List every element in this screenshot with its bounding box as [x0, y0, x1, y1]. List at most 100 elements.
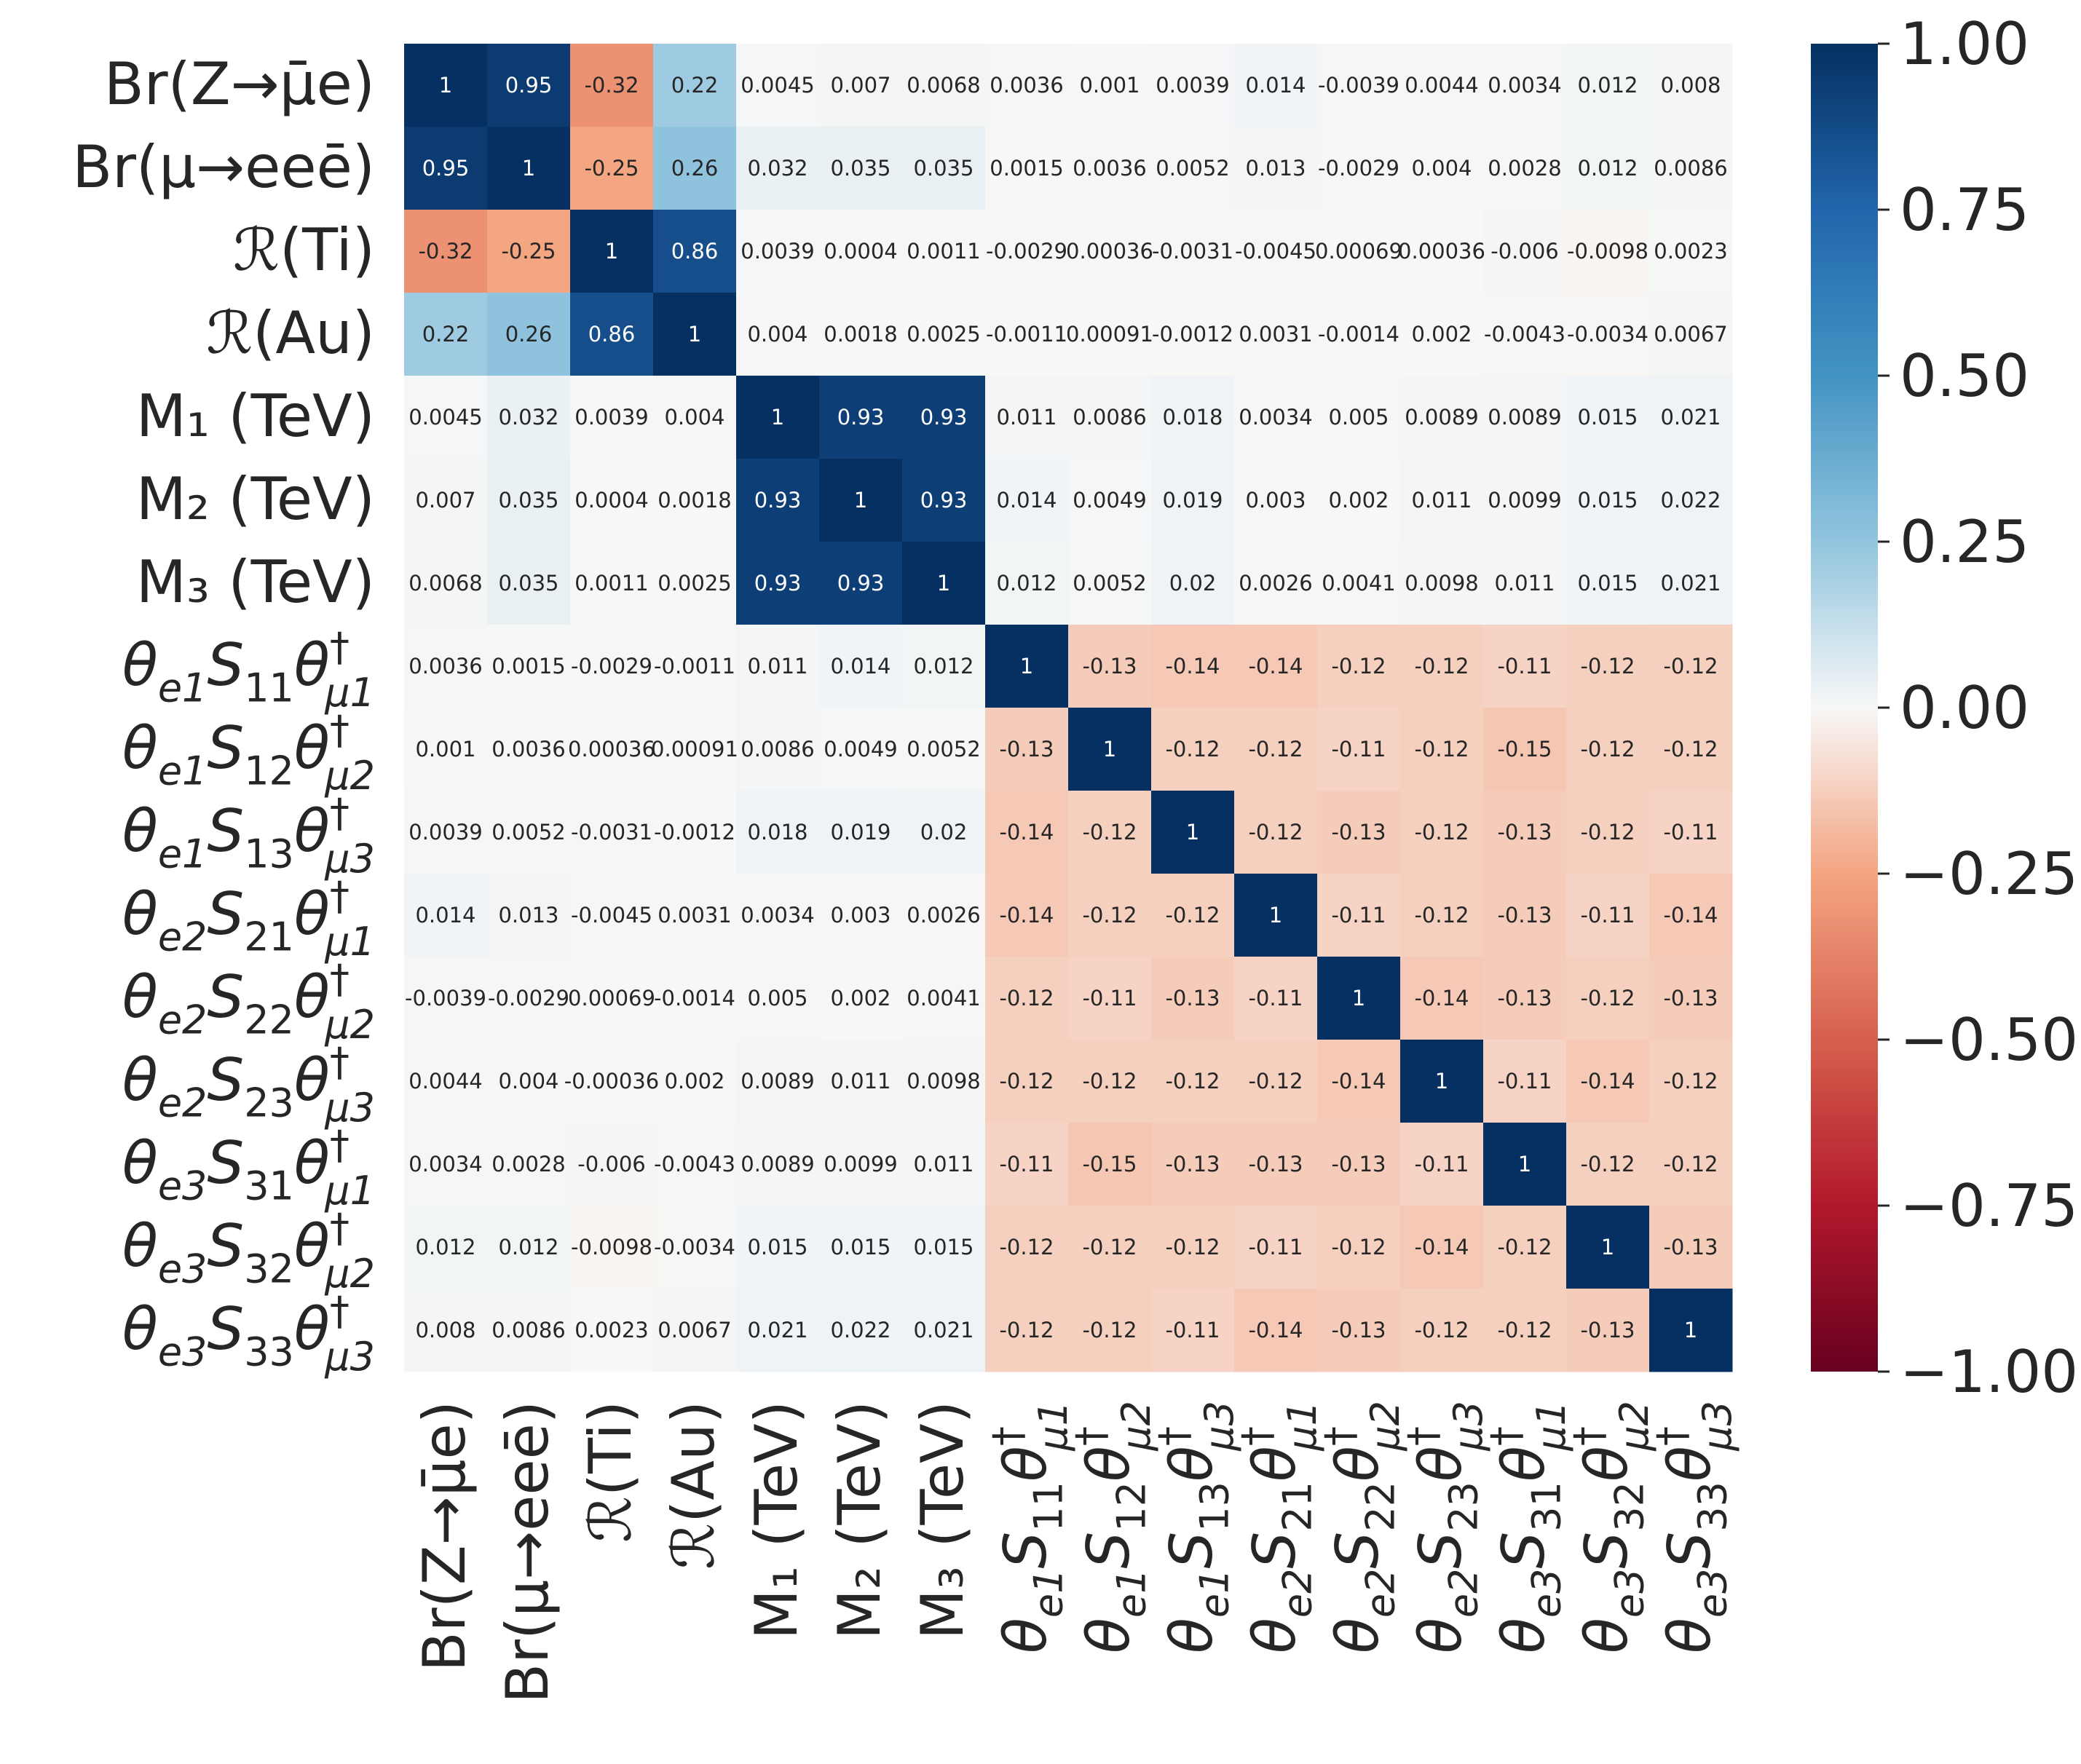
cell-value-label: -0.12	[1248, 1069, 1303, 1093]
heatmap-cell-15-4	[736, 1289, 820, 1372]
heatmap-cell-11-2	[570, 957, 654, 1040]
cell-value-label: 0.0004	[824, 239, 897, 264]
cell-value-label: 0.0086	[491, 1318, 565, 1342]
heatmap-cell-5-8	[1068, 459, 1152, 542]
cell-value-label: 0.007	[830, 73, 891, 98]
cell-value-label: 0.035	[830, 156, 891, 181]
heatmap-cell-12-3	[653, 1040, 737, 1123]
cell-value-label: -0.12	[1082, 1069, 1137, 1093]
cell-value-label: -0.0029	[1318, 156, 1399, 181]
cell-value-label: 0.021	[913, 1318, 974, 1342]
cell-value-label: 1	[1352, 986, 1365, 1010]
cell-value-label: -0.13	[1663, 986, 1718, 1010]
cell-value-label: -0.13	[1331, 1152, 1386, 1176]
heatmap-cell-15-12	[1400, 1289, 1484, 1372]
cell-value-label: -0.12	[1082, 1318, 1137, 1342]
heatmap-cell-4-9	[1151, 376, 1235, 459]
heatmap-cell-11-13	[1483, 957, 1567, 1040]
heatmap-cell-13-3	[653, 1123, 737, 1206]
heatmap-cell-11-1	[487, 957, 571, 1040]
column-label: ℛ(Ti)	[577, 1401, 644, 1543]
cell-value-label: 0.0089	[1488, 405, 1561, 430]
heatmap-cell-5-12	[1400, 459, 1484, 542]
cell-value-label: 1	[439, 73, 452, 98]
heatmap-cell-15-10	[1234, 1289, 1318, 1372]
heatmap-cell-13-0	[404, 1123, 488, 1206]
heatmap-cell-11-7	[985, 957, 1069, 1040]
heatmap-cell-12-8	[1068, 1040, 1152, 1123]
colorbar: 1.00 0.75 0.50 0.25 0.00 −0.25 −0.50 −0.75 −1.00	[1811, 10, 2078, 1406]
cell-value-label: 0.021	[1660, 405, 1721, 430]
cell-value-label: 0.022	[1660, 488, 1721, 513]
row-label: M₃ (TeV)	[136, 548, 375, 616]
heatmap-cell-5-9	[1151, 459, 1235, 542]
row-label: M₁ (TeV)	[136, 382, 375, 450]
heatmap-cell-3-3	[653, 293, 737, 376]
heatmap-cell-10-5	[819, 874, 903, 957]
cell-value-label: -0.11	[1248, 986, 1303, 1010]
cell-value-label: -0.12	[1414, 820, 1469, 845]
cell-value-label: -0.14	[1663, 903, 1718, 928]
heatmap-cell-4-15	[1649, 376, 1733, 459]
cell-value-label: 0.0039	[408, 820, 482, 845]
cell-value-label: -0.12	[1580, 1152, 1635, 1176]
cell-value-label: 0.0045	[408, 405, 482, 430]
heatmap-cell-0-12	[1400, 44, 1484, 127]
heatmap-cell-5-1	[487, 459, 571, 542]
heatmap-cell-2-11	[1317, 210, 1401, 293]
heatmap-cell-11-10	[1234, 957, 1318, 1040]
cell-value-label: 1	[937, 571, 950, 596]
row-label: θe1S13θ† μ3	[122, 790, 375, 881]
heatmap-cell-8-7	[985, 708, 1069, 791]
cell-value-label: -0.12	[1165, 903, 1220, 928]
cell-value-label: 0.0023	[574, 1318, 648, 1342]
cell-value-label: 0.012	[996, 571, 1057, 596]
cell-value-label: 0.0086	[741, 737, 814, 762]
cell-value-label: 0.013	[498, 903, 558, 928]
heatmap-cell-3-9	[1151, 293, 1235, 376]
heatmap-cell-2-15	[1649, 210, 1733, 293]
cell-value-label: -0.12	[1082, 903, 1137, 928]
heatmap-cell-10-1	[487, 874, 571, 957]
cell-value-label: 0.002	[664, 1069, 724, 1093]
heatmap-cell-3-0	[404, 293, 488, 376]
cell-value-label: 0.0068	[408, 571, 482, 596]
heatmap-cell-11-8	[1068, 957, 1152, 1040]
cell-value-label: -0.12	[1414, 903, 1469, 928]
cell-value-label: 1	[1269, 903, 1282, 928]
cell-value-label: -0.0012	[654, 820, 735, 845]
cell-value-label: -0.13	[1580, 1318, 1635, 1342]
cell-value-label: 0.0036	[1073, 156, 1146, 181]
cell-value-label: 0.008	[1660, 73, 1721, 98]
heatmap-cell-14-3	[653, 1206, 737, 1289]
heatmap-cell-1-10	[1234, 127, 1318, 210]
heatmap-cell-13-15	[1649, 1123, 1733, 1206]
cell-value-label: 0.005	[747, 986, 807, 1010]
heatmap-cell-6-1	[487, 542, 571, 625]
cell-value-label: 0.015	[913, 1235, 974, 1259]
heatmap-cell-8-6	[902, 708, 986, 791]
cell-value-label: 0.014	[996, 488, 1057, 513]
cell-value-label: -0.12	[999, 1235, 1054, 1259]
heatmap-cell-2-6	[902, 210, 986, 293]
heatmap-cell-9-0	[404, 791, 488, 874]
cell-value-label: 0.004	[1411, 156, 1472, 181]
cell-value-label: -0.12	[1580, 820, 1635, 845]
cell-value-label: -0.12	[1663, 654, 1718, 679]
cell-value-label: 0.0031	[658, 903, 731, 928]
heatmap-cell-10-3	[653, 874, 737, 957]
heatmap-cell-8-1	[487, 708, 571, 791]
heatmap-cells	[404, 44, 1733, 1372]
colorbar-tick-label: 0.50	[1900, 342, 2029, 410]
cell-value-label: 0.0086	[1654, 156, 1727, 181]
column-label: θe1S13θ†μ3	[1150, 1401, 1241, 1653]
heatmap-cell-5-13	[1483, 459, 1567, 542]
heatmap-cell-14-15	[1649, 1206, 1733, 1289]
heatmap-cell-15-6	[902, 1289, 986, 1372]
heatmap-cell-13-10	[1234, 1123, 1318, 1206]
cell-value-label: -0.14	[999, 820, 1054, 845]
cell-value-label: 0.0044	[408, 1069, 482, 1093]
cell-value-label: -0.13	[1165, 986, 1220, 1010]
heatmap-cell-13-12	[1400, 1123, 1484, 1206]
cell-value-label: -0.15	[1082, 1152, 1137, 1176]
